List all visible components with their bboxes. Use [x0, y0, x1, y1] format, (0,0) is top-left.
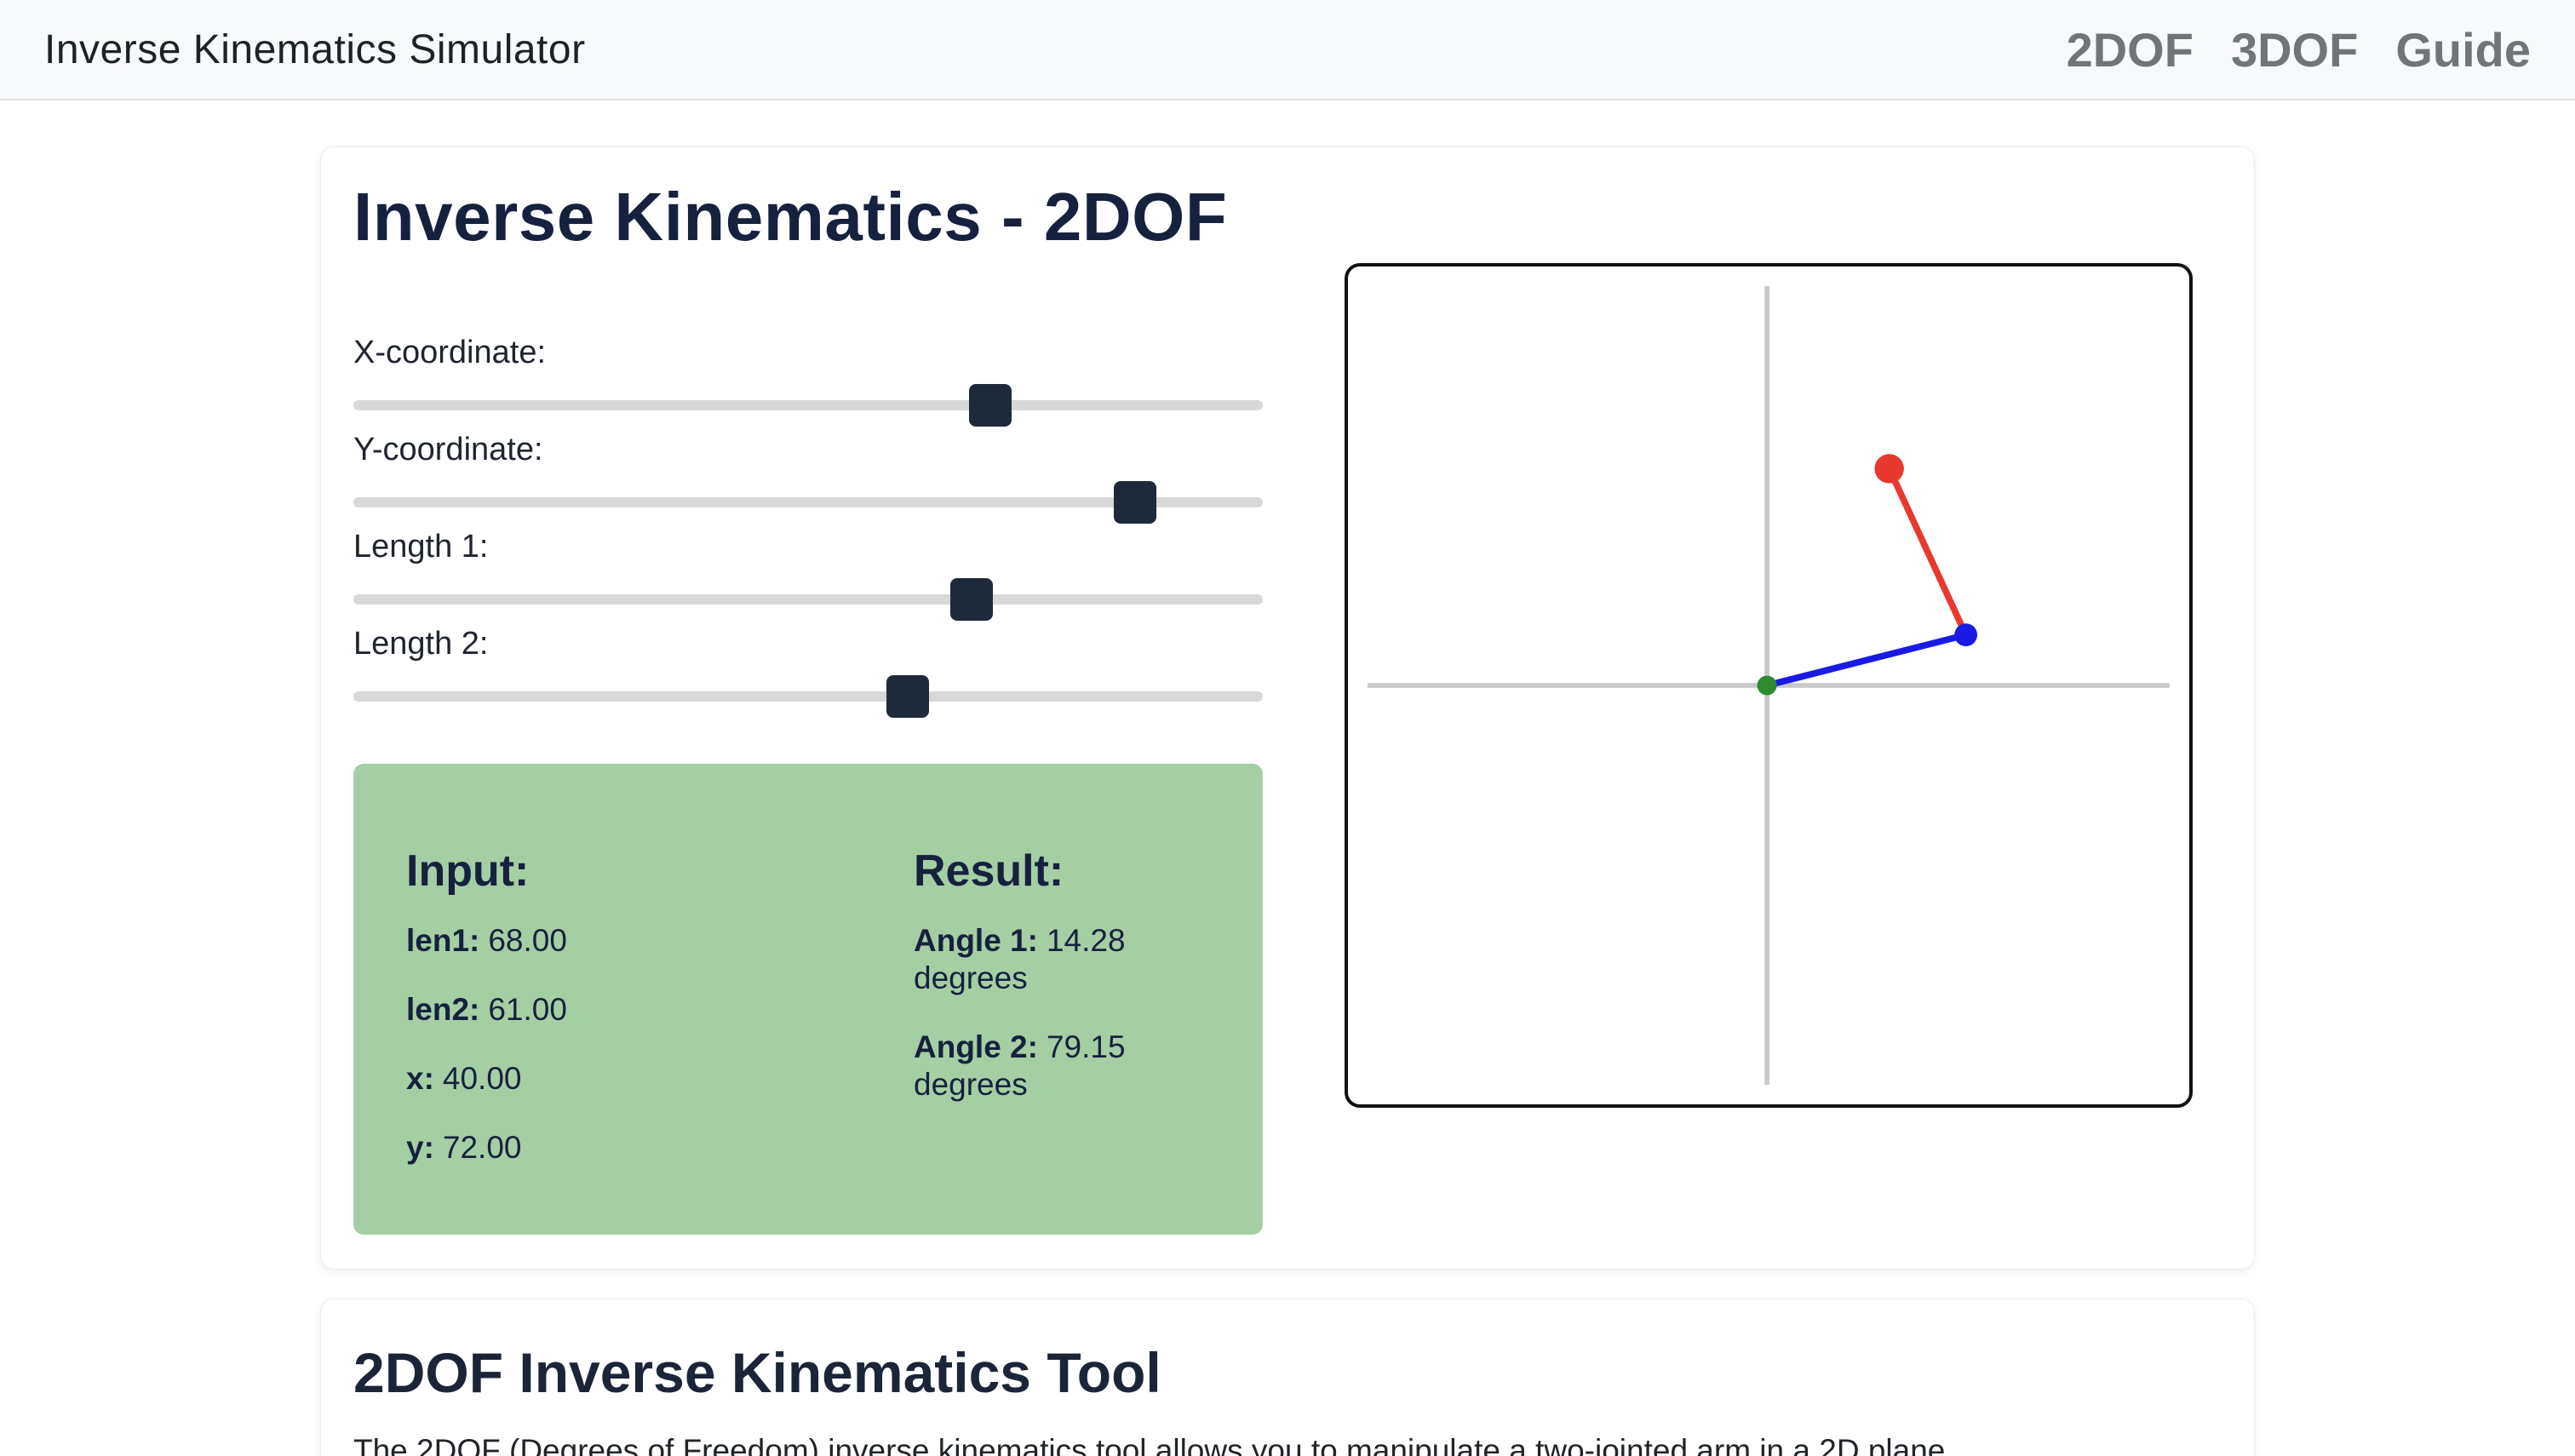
slider-group-length2: Length 2: — [353, 624, 1263, 718]
app-title: Inverse Kinematics Simulator — [44, 26, 586, 72]
slider-length2-thumb[interactable] — [886, 675, 930, 718]
input-len2: len2: 61.00 — [406, 992, 567, 1027]
input-y: y: 72.00 — [406, 1130, 522, 1165]
slider-length2-label: Length 2: — [353, 626, 489, 662]
nav-link-guide[interactable]: Guide — [2395, 22, 2531, 77]
canvas-area — [1345, 178, 2222, 1235]
result-panel: Input: len1: 68.00 len2: 61.00 x: 40.00 y: 7… — [353, 764, 1263, 1235]
slider-y-label: Y-coordinate: — [353, 432, 543, 467]
result-angle1: Angle 1: 14.28 degrees — [914, 923, 1126, 995]
info-title: 2DOF Inverse Kinematics Tool — [353, 1341, 1161, 1404]
simulator-card: Inverse Kinematics - 2DOF X-coordinate: … — [320, 146, 2255, 1270]
result-heading: Result: — [914, 846, 1064, 896]
slider-group-y: Y-coordinate: — [353, 430, 1263, 524]
slider-group-x: X-coordinate: — [353, 333, 1263, 427]
slider-length1-label: Length 1: — [353, 529, 489, 565]
slider-length1-thumb[interactable] — [950, 578, 994, 621]
nav-link-2dof[interactable]: 2DOF — [2066, 22, 2194, 77]
navbar: Inverse Kinematics Simulator 2DOF 3DOF G… — [0, 0, 2575, 100]
input-column: Input: len1: 68.00 len2: 61.00 x: 40.00 y: 7… — [406, 846, 914, 1167]
main-content: Inverse Kinematics - 2DOF X-coordinate: … — [0, 100, 2575, 1456]
info-description: The 2DOF (Degrees of Freedom) inverse ki… — [353, 1433, 1954, 1456]
slider-y-track[interactable] — [353, 481, 1263, 524]
nav-link-3dof[interactable]: 3DOF — [2230, 22, 2359, 77]
arm-link-1 — [1764, 631, 1970, 689]
slider-x-label: X-coordinate: — [353, 335, 547, 370]
input-len1: len1: 68.00 — [406, 923, 567, 958]
slider-x-rail — [353, 400, 1263, 410]
slider-length2-rail — [353, 691, 1263, 702]
page-title: Inverse Kinematics - 2DOF — [353, 179, 1228, 255]
end-effector-dot[interactable] — [1874, 454, 1904, 484]
arm-link-2 — [1885, 465, 1970, 639]
slider-group-length1: Length 1: — [353, 527, 1263, 621]
input-x: x: 40.00 — [406, 1061, 522, 1096]
slider-y-rail — [353, 497, 1263, 507]
result-angle2: Angle 2: 79.15 degrees — [914, 1029, 1126, 1102]
slider-x-thumb[interactable] — [968, 384, 1012, 427]
elbow-joint-dot — [1954, 623, 1978, 647]
slider-length2-track[interactable] — [353, 675, 1263, 718]
result-column: Result: Angle 1: 14.28 degrees Angle 2: 79… — [914, 846, 1229, 1167]
slider-y-thumb[interactable] — [1114, 481, 1157, 524]
input-heading: Input: — [406, 846, 530, 896]
slider-x-track[interactable] — [353, 384, 1263, 427]
slider-length1-track[interactable] — [353, 578, 1263, 621]
arm-canvas — [1345, 263, 2193, 1108]
slider-length1-rail — [353, 594, 1263, 605]
base-joint-dot — [1757, 675, 1777, 696]
info-card: 2DOF Inverse Kinematics Tool The 2DOF (D… — [320, 1298, 2255, 1456]
nav-links: 2DOF 3DOF Guide — [2067, 22, 2531, 77]
